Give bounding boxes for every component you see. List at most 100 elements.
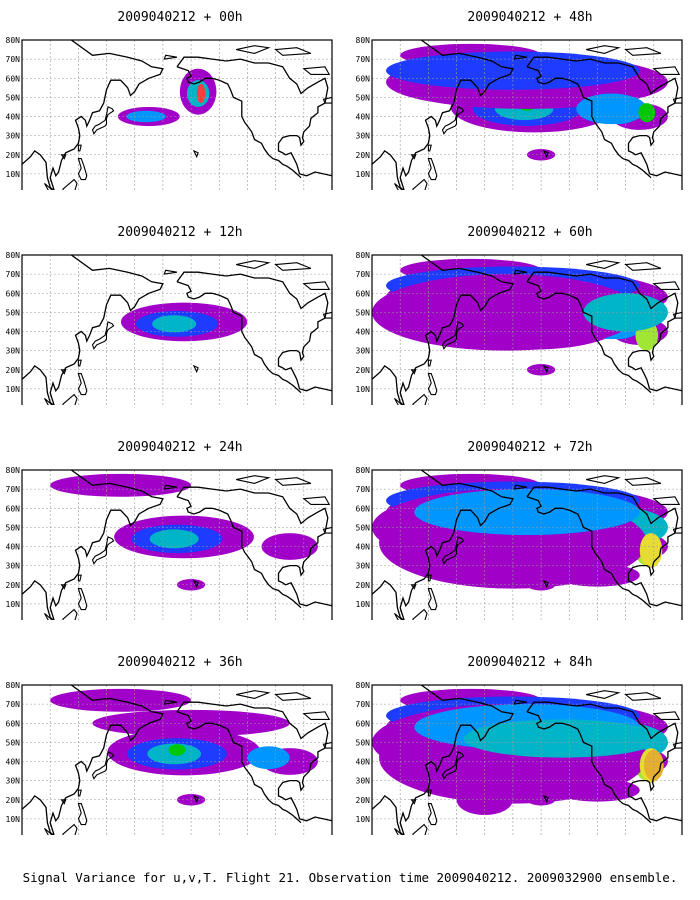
lat-tick-label: 30N bbox=[6, 347, 21, 356]
lat-tick-label: 40N bbox=[6, 328, 21, 337]
panel-title: 2009040212 + 48h bbox=[467, 10, 593, 25]
panel-title: 2009040212 + 12h bbox=[117, 225, 243, 240]
lat-tick-label: EQ bbox=[10, 404, 20, 405]
coastlines bbox=[372, 40, 682, 190]
variance-contour bbox=[576, 93, 647, 125]
lat-tick-label: 60N bbox=[6, 289, 21, 298]
variance-field bbox=[50, 688, 318, 806]
lat-tick-label: 20N bbox=[6, 581, 21, 590]
map-frame bbox=[21, 39, 333, 190]
variance-contour bbox=[638, 103, 656, 123]
lat-tick-label: EQ bbox=[10, 189, 20, 190]
lat-tick-label: 20N bbox=[6, 151, 21, 160]
lat-tick-label: 50N bbox=[6, 93, 21, 102]
lat-tick-label: 30N bbox=[356, 562, 371, 571]
lat-tick-label: EQ bbox=[360, 619, 370, 620]
lat-tick-label: 70N bbox=[6, 700, 21, 709]
coastlines bbox=[372, 685, 682, 835]
map-frame bbox=[21, 684, 333, 835]
lat-tick-label: 20N bbox=[356, 366, 371, 375]
lat-tick-label: 70N bbox=[6, 485, 21, 494]
lat-tick-label: 10N bbox=[356, 600, 371, 609]
map-panel: 80N70N60N50N40N30N20N10NEQ80E100E120E140… bbox=[6, 466, 333, 620]
gridlines bbox=[22, 40, 332, 190]
variance-field bbox=[372, 688, 668, 816]
variance-contour bbox=[639, 533, 663, 568]
lat-tick-label: 70N bbox=[356, 55, 371, 64]
lat-tick-label: 60N bbox=[6, 719, 21, 728]
lat-tick-label: 80N bbox=[6, 466, 21, 475]
coastlines bbox=[372, 255, 682, 405]
lat-tick-label: EQ bbox=[360, 834, 370, 835]
lat-tick-label: 10N bbox=[356, 815, 371, 824]
lat-tick-label: 50N bbox=[6, 308, 21, 317]
lat-tick-label: 20N bbox=[6, 366, 21, 375]
map-frame bbox=[21, 469, 333, 620]
figure-caption: Signal Variance for u,v,T. Flight 21. Ob… bbox=[22, 870, 678, 885]
lat-tick-label: 60N bbox=[356, 289, 371, 298]
panel-title: 2009040212 + 84h bbox=[467, 655, 593, 670]
panel-title: 2009040212 + 00h bbox=[117, 10, 243, 25]
lat-tick-label: 80N bbox=[6, 681, 21, 690]
lat-tick-label: 40N bbox=[356, 328, 371, 337]
lat-tick-label: 10N bbox=[6, 600, 21, 609]
coastlines bbox=[22, 40, 332, 190]
lat-tick-label: EQ bbox=[360, 189, 370, 190]
variance-contour bbox=[463, 719, 661, 758]
variance-field bbox=[372, 258, 668, 376]
lat-tick-label: 60N bbox=[6, 74, 21, 83]
coastlines bbox=[22, 255, 332, 405]
lat-tick-label: 20N bbox=[6, 796, 21, 805]
lat-tick-label: EQ bbox=[10, 834, 20, 835]
panel-title: 2009040212 + 72h bbox=[467, 440, 593, 455]
lat-tick-label: 80N bbox=[356, 251, 371, 260]
lat-tick-label: 40N bbox=[6, 543, 21, 552]
map-panel: 80N70N60N50N40N30N20N10NEQ80E100E120E140… bbox=[356, 681, 683, 835]
panel-title: 2009040212 + 36h bbox=[117, 655, 243, 670]
variance-contour bbox=[247, 746, 290, 770]
lat-tick-label: 40N bbox=[356, 758, 371, 767]
map-frame bbox=[21, 254, 333, 405]
coastlines bbox=[22, 470, 332, 620]
lat-tick-label: 50N bbox=[356, 523, 371, 532]
variance-field bbox=[50, 473, 318, 591]
lat-tick-label: 30N bbox=[356, 132, 371, 141]
lat-tick-label: 20N bbox=[356, 796, 371, 805]
lat-tick-label: EQ bbox=[10, 619, 20, 620]
lat-tick-label: 70N bbox=[6, 55, 21, 64]
lat-tick-label: 20N bbox=[356, 581, 371, 590]
gridlines bbox=[22, 685, 332, 835]
lat-tick-label: 40N bbox=[6, 758, 21, 767]
lat-tick-label: 40N bbox=[6, 113, 21, 122]
lat-tick-label: 30N bbox=[356, 777, 371, 786]
map-panel: 80N70N60N50N40N30N20N10NEQ80E100E120E140… bbox=[6, 681, 333, 835]
lat-tick-label: 70N bbox=[356, 270, 371, 279]
variance-contour bbox=[149, 529, 199, 549]
lat-tick-label: 40N bbox=[356, 113, 371, 122]
lat-tick-label: 50N bbox=[356, 738, 371, 747]
lat-tick-label: 80N bbox=[356, 466, 371, 475]
lat-tick-label: EQ bbox=[360, 404, 370, 405]
map-panel: 80N70N60N50N40N30N20N10NEQ80E100E120E140… bbox=[356, 36, 683, 190]
lat-tick-label: 70N bbox=[6, 270, 21, 279]
lat-tick-label: 60N bbox=[356, 504, 371, 513]
lat-tick-label: 10N bbox=[356, 385, 371, 394]
lat-tick-label: 30N bbox=[6, 562, 21, 571]
map-frame bbox=[371, 254, 683, 405]
lat-tick-label: 40N bbox=[356, 543, 371, 552]
map-panel: 80N70N60N50N40N30N20N10NEQ80E100E120E140… bbox=[356, 466, 683, 620]
lat-tick-label: 20N bbox=[356, 151, 371, 160]
lat-tick-label: 80N bbox=[356, 36, 371, 45]
lat-tick-label: 10N bbox=[356, 170, 371, 179]
lat-tick-label: 10N bbox=[6, 815, 21, 824]
lat-tick-label: 30N bbox=[6, 132, 21, 141]
map-frame bbox=[371, 469, 683, 620]
variance-contour bbox=[414, 489, 640, 536]
variance-contour bbox=[152, 315, 197, 333]
lat-tick-label: 70N bbox=[356, 700, 371, 709]
lat-tick-label: 50N bbox=[6, 523, 21, 532]
coastlines bbox=[372, 470, 682, 620]
lat-tick-label: 30N bbox=[6, 777, 21, 786]
variance-contour bbox=[196, 83, 206, 104]
